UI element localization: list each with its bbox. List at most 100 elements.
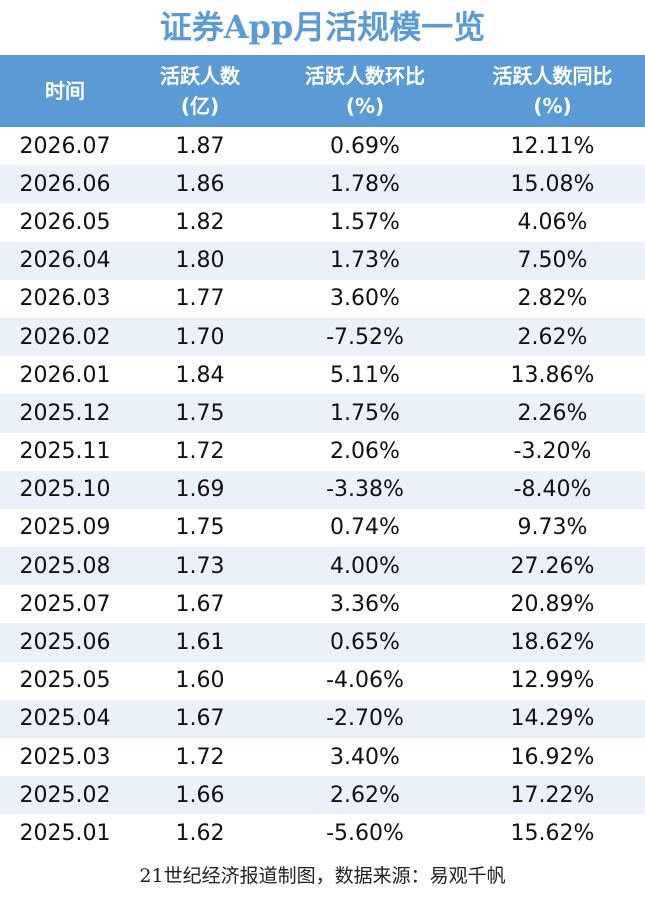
table-cell: -2.70% xyxy=(326,706,404,732)
table-row: 2025.05 1.60 -4.06% 12.99% xyxy=(0,662,645,700)
table-row: 2026.01 1.84 5.11% 13.86% xyxy=(0,356,645,394)
table-cell: 2025.07 xyxy=(19,591,111,617)
table-cell: 18.62% xyxy=(510,630,595,656)
table-cell: 1.60 xyxy=(175,668,225,694)
table-cell: 12.99% xyxy=(510,668,595,694)
table-row: 2025.08 1.73 4.00% 27.26% xyxy=(0,547,645,586)
table-cell: 1.82 xyxy=(175,209,225,235)
table-row: 2026.02 1.70 -7.52% 2.62% xyxy=(0,317,645,357)
table-cell: 9.73% xyxy=(517,515,588,541)
table-cell: 1.77 xyxy=(175,286,225,312)
table-cell: 2025.01 xyxy=(19,820,111,846)
table-row: 2025.11 1.72 2.06% -3.20% xyxy=(0,433,645,471)
table-cell: 1.75% xyxy=(330,400,400,426)
table-cell: 3.40% xyxy=(330,744,400,770)
table-cell: 2025.10 xyxy=(19,477,111,503)
header-text: 活跃人数 xyxy=(160,64,240,88)
table-cell: 1.73% xyxy=(330,248,400,274)
table-cell: 2025.05 xyxy=(19,668,111,694)
header-text: 时间 xyxy=(45,79,85,103)
header-text: 活跃人数同比 xyxy=(492,64,613,88)
table-cell: 3.36% xyxy=(330,591,400,617)
table-row: 2026.04 1.80 1.73% 7.50% xyxy=(0,241,645,280)
table-cell: 2025.12 xyxy=(19,400,111,426)
table-cell: 2025.08 xyxy=(19,553,111,579)
table-cell: 1.69 xyxy=(175,477,225,503)
table-cell: 1.80 xyxy=(175,248,225,274)
title: 证券App月活规模一览 xyxy=(159,8,486,46)
table-cell: 2.82% xyxy=(517,286,588,312)
table-cell: 1.78% xyxy=(330,171,400,197)
header-cell: 活跃人数环比 (%) xyxy=(270,55,460,127)
table-cell: 0.69% xyxy=(330,133,400,159)
table-cell: 1.66 xyxy=(175,782,225,808)
table-cell: 1.67 xyxy=(175,706,225,732)
header-text: (%) xyxy=(345,94,385,118)
table-cell: 0.74% xyxy=(330,515,400,541)
table-cell: 1.67 xyxy=(175,591,225,617)
table-cell: -3.38% xyxy=(326,477,404,503)
table-row: 2025.01 1.62 -5.60% 15.62% xyxy=(0,814,645,852)
table-row: 2025.04 1.67 -2.70% 14.29% xyxy=(0,699,645,738)
table-cell: 7.50% xyxy=(517,248,588,274)
table-cell: 16.92% xyxy=(510,744,595,770)
table-cell: 2.62% xyxy=(517,324,588,350)
header-cell: 活跃人数同比 (%) xyxy=(460,55,645,127)
table-row: 2025.06 1.61 0.65% 18.62% xyxy=(0,623,645,662)
table-row: 2025.03 1.72 3.40% 16.92% xyxy=(0,738,645,776)
table-cell: -8.40% xyxy=(513,477,592,503)
table-cell: 1.62 xyxy=(175,820,225,846)
table-row: 2025.07 1.67 3.36% 20.89% xyxy=(0,585,645,623)
table-row: 2025.10 1.69 -3.38% -8.40% xyxy=(0,470,645,509)
table-cell: 13.86% xyxy=(510,362,595,388)
table-cell: 2026.02 xyxy=(19,324,111,350)
header-row: 时间 活跃人数 (亿) 活跃人数环比 (%) 活跃人数同比 (%) xyxy=(0,55,645,127)
table-cell: 1.57% xyxy=(330,209,400,235)
table: 时间 活跃人数 (亿) 活跃人数环比 (%) 活跃人数同比 (%) 2026.07 1.87 0.… xyxy=(0,55,645,853)
table-cell: 27.26% xyxy=(510,553,595,579)
table-cell: 1.75 xyxy=(175,515,225,541)
table-cell: 2025.11 xyxy=(19,439,111,465)
table-row: 2025.02 1.66 2.62% 17.22% xyxy=(0,776,645,815)
header-cell: 活跃人数 (亿) xyxy=(130,55,270,127)
header-text: 活跃人数环比 xyxy=(305,64,425,88)
table-cell: 2026.05 xyxy=(19,209,111,235)
header-text: (亿) xyxy=(180,94,220,118)
table-row: 2026.05 1.82 1.57% 4.06% xyxy=(0,203,645,241)
table-row: 2026.07 1.87 0.69% 12.11% xyxy=(0,127,645,165)
table-cell: 1.72 xyxy=(175,439,225,465)
table-cell: 15.08% xyxy=(510,171,595,197)
table-cell: 2026.06 xyxy=(19,171,111,197)
table-cell: 5.11% xyxy=(330,362,400,388)
table-cell: 15.62% xyxy=(510,820,595,846)
table-cell: 4.00% xyxy=(330,553,400,579)
table-cell: 2025.09 xyxy=(19,515,111,541)
table-cell: 2025.02 xyxy=(19,782,111,808)
table-cell: 1.75 xyxy=(175,400,225,426)
table-cell: 17.22% xyxy=(510,782,595,808)
table-row: 2026.03 1.77 3.60% 2.82% xyxy=(0,280,645,318)
table-cell: 2.62% xyxy=(330,782,400,808)
table-cell: 1.61 xyxy=(175,630,225,656)
table-cell: 1.70 xyxy=(175,324,225,350)
header-text: (%) xyxy=(533,94,572,118)
table-row: 2026.06 1.86 1.78% 15.08% xyxy=(0,165,645,204)
table-cell: 1.73 xyxy=(175,553,225,579)
table-cell: 12.11% xyxy=(510,133,595,159)
table-cell: 2026.07 xyxy=(19,133,111,159)
table-cell: -4.06% xyxy=(326,668,404,694)
table-cell: 2026.01 xyxy=(19,362,111,388)
table-cell: -3.20% xyxy=(513,439,592,465)
table-cell: -5.60% xyxy=(326,820,404,846)
table-cell: 2026.03 xyxy=(19,286,111,312)
table-cell: 2026.04 xyxy=(19,248,111,274)
table-row: 2025.09 1.75 0.74% 9.73% xyxy=(0,509,645,547)
table-cell: 1.87 xyxy=(175,133,225,159)
table-cell: 2.06% xyxy=(330,439,400,465)
table-cell: 2025.04 xyxy=(19,706,111,732)
table-cell: 1.86 xyxy=(175,171,225,197)
table-cell: 20.89% xyxy=(510,591,595,617)
table-cell: 3.60% xyxy=(330,286,400,312)
table-cell: 2025.03 xyxy=(19,744,111,770)
